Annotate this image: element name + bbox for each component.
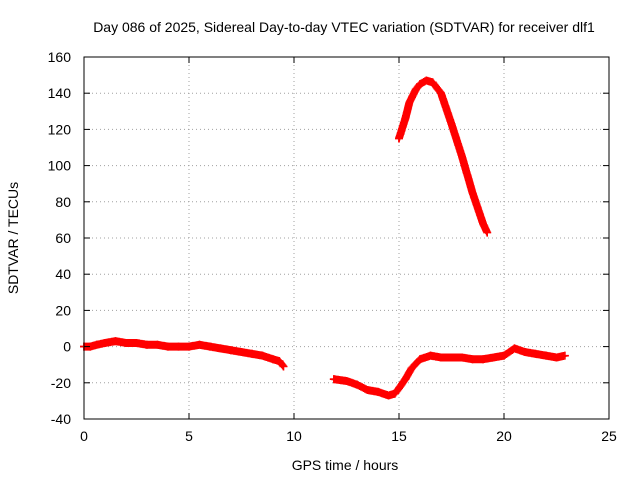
data-point [489,353,498,362]
data-point [422,76,431,85]
x-tick-label: 25 [601,428,617,444]
data-point [206,342,214,351]
data-point [401,375,410,384]
x-tick-label: 15 [391,428,407,444]
chart-title: Day 086 of 2025, Sidereal Day-to-day VTE… [93,19,595,35]
x-tick-label: 5 [185,428,193,444]
y-tick-label: 60 [55,230,71,246]
data-point [552,353,561,362]
data-point [416,80,424,89]
data-point [401,114,410,123]
y-tick-label: 40 [55,266,71,282]
y-tick-label: 80 [55,194,71,210]
data-point [329,375,338,384]
data-point [437,89,445,98]
data-point [468,188,477,197]
data-point [384,391,393,400]
series-trace [329,344,568,400]
y-tick-label: -20 [51,375,71,391]
data-point [353,380,361,389]
data-point [510,344,519,353]
data-point [195,340,204,349]
data-point [363,386,372,395]
data-point [500,351,508,360]
data-point [426,351,435,360]
data-point [174,342,183,351]
data-point [143,340,151,349]
x-axis-label: GPS time / hours [292,457,399,473]
data-point [411,85,420,94]
data-point [479,355,487,364]
y-tick-label: 100 [48,158,72,174]
data-point [437,353,445,362]
data-point [531,349,540,358]
data-point [479,219,487,228]
data-point [395,384,403,393]
data-point [248,349,256,358]
data-point [447,119,456,128]
data-point [407,364,416,373]
data-point [542,351,550,360]
data-point [374,387,382,396]
y-tick-label: 160 [48,49,72,65]
data-point [342,376,351,385]
data-point [405,98,414,107]
data-point [447,353,456,362]
data-point [216,344,225,353]
data-point [458,353,466,362]
data-point [111,337,120,346]
data-point [164,342,172,351]
data-point [122,338,130,347]
axis-ticks: 0 5 10 15 20 25 -40 -20 0 20 40 60 80 100 120 140 160 [48,49,617,444]
data-point [428,78,437,87]
data-point [390,389,399,398]
y-tick-label: 140 [48,85,72,101]
y-axis-label: SDTVAR / TECUs [5,182,21,294]
data-point [227,346,235,355]
data-point [185,342,193,351]
y-tick-label: 20 [55,302,71,318]
data-point [468,355,477,364]
series-segment-1 [80,337,288,371]
series-segment-2 [329,344,569,400]
x-tick-label: 10 [286,428,302,444]
data-point [560,351,569,360]
y-tick-label: -40 [51,411,71,427]
data-point [258,351,267,360]
data-point [521,348,529,357]
data-point [279,362,288,371]
data-point [416,355,424,364]
data-point [458,152,466,161]
data-point [237,348,246,357]
grid [84,57,609,419]
data-points [80,76,569,400]
series-segment-3 [395,76,492,237]
y-tick-label: 120 [48,121,72,137]
plot-frame [83,56,610,420]
data-point [483,228,492,237]
data-point [101,338,109,347]
data-point [153,340,162,349]
y-tick-label: 0 [63,339,71,355]
data-point [395,134,403,143]
x-tick-label: 0 [80,428,88,444]
data-point [92,340,101,349]
data-point [275,357,284,366]
x-tick-label: 20 [496,428,512,444]
data-point [269,355,277,364]
data-point [132,338,141,347]
